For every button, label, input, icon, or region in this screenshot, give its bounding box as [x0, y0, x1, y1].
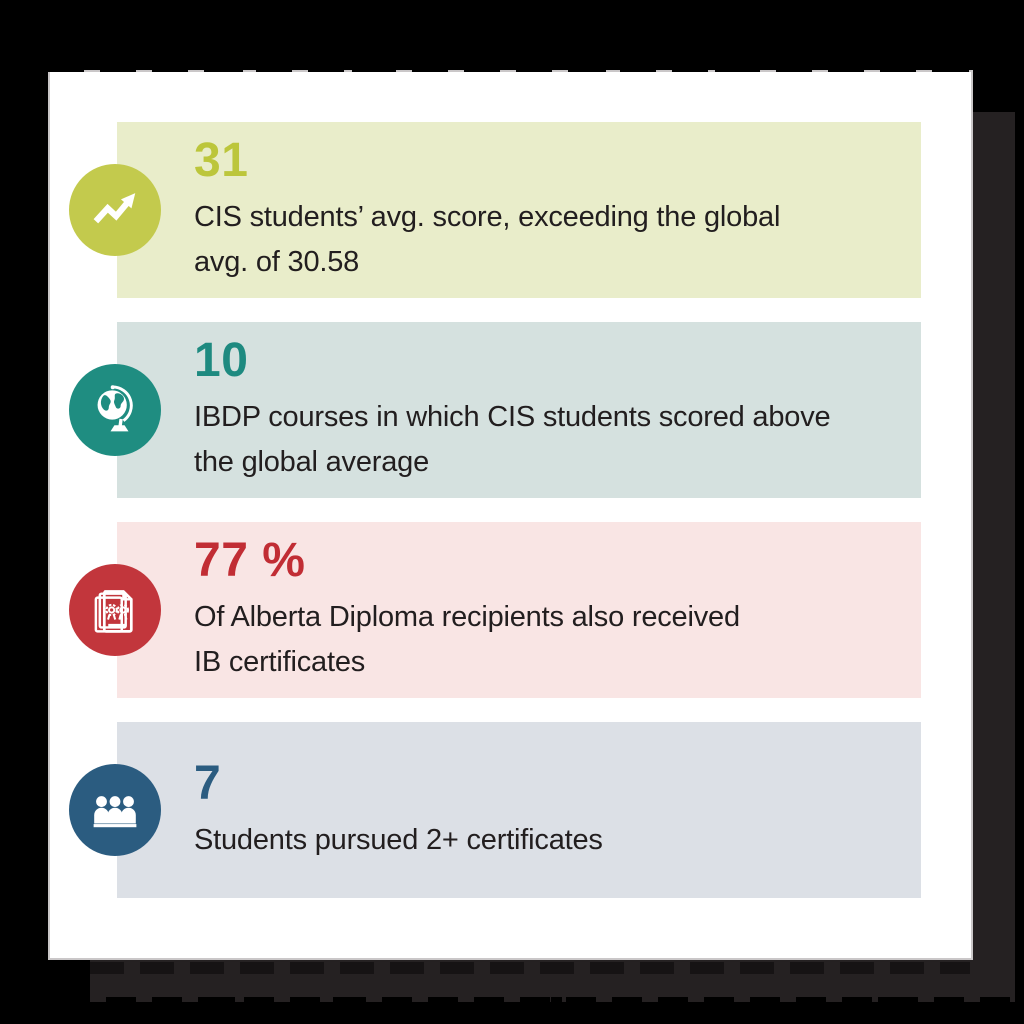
globe-icon [69, 364, 161, 456]
stat-description: Students pursued 2+ certificates [194, 823, 603, 856]
people-icon [69, 764, 161, 856]
stat-band-ib-certificates: 77 % Of Alberta Diploma recipients also … [69, 522, 921, 698]
trend-up-icon [69, 164, 161, 256]
stat-description: IBDP courses in which CIS students score… [194, 401, 831, 478]
stat-band-list: 31 CIS students’ avg. score, exceeding t… [69, 122, 923, 922]
stat-value: 31 [194, 134, 249, 187]
stat-description: Of Alberta Diploma recipients also recei… [194, 601, 740, 678]
cutoff-text-fragments-top [48, 57, 973, 72]
stat-band-students: 7 Students pursued 2+ certificates [69, 722, 921, 898]
stat-band-avg-score: 31 CIS students’ avg. score, exceeding t… [69, 122, 921, 298]
certificates-icon [69, 564, 161, 656]
stat-description: CIS students’ avg. score, exceeding the … [194, 201, 781, 278]
cutoff-text-fragments-shadow-edge [60, 997, 1015, 1010]
stat-value: 7 [194, 756, 222, 810]
cutoff-text-fragments-bottom [90, 962, 970, 974]
stat-band-ibdp-courses: 10 IBDP courses in which CIS students sc… [69, 322, 921, 498]
stat-value: 10 [194, 334, 249, 387]
stat-value: 77 % [194, 534, 306, 587]
stats-card: 31 CIS students’ avg. score, exceeding t… [48, 70, 973, 960]
